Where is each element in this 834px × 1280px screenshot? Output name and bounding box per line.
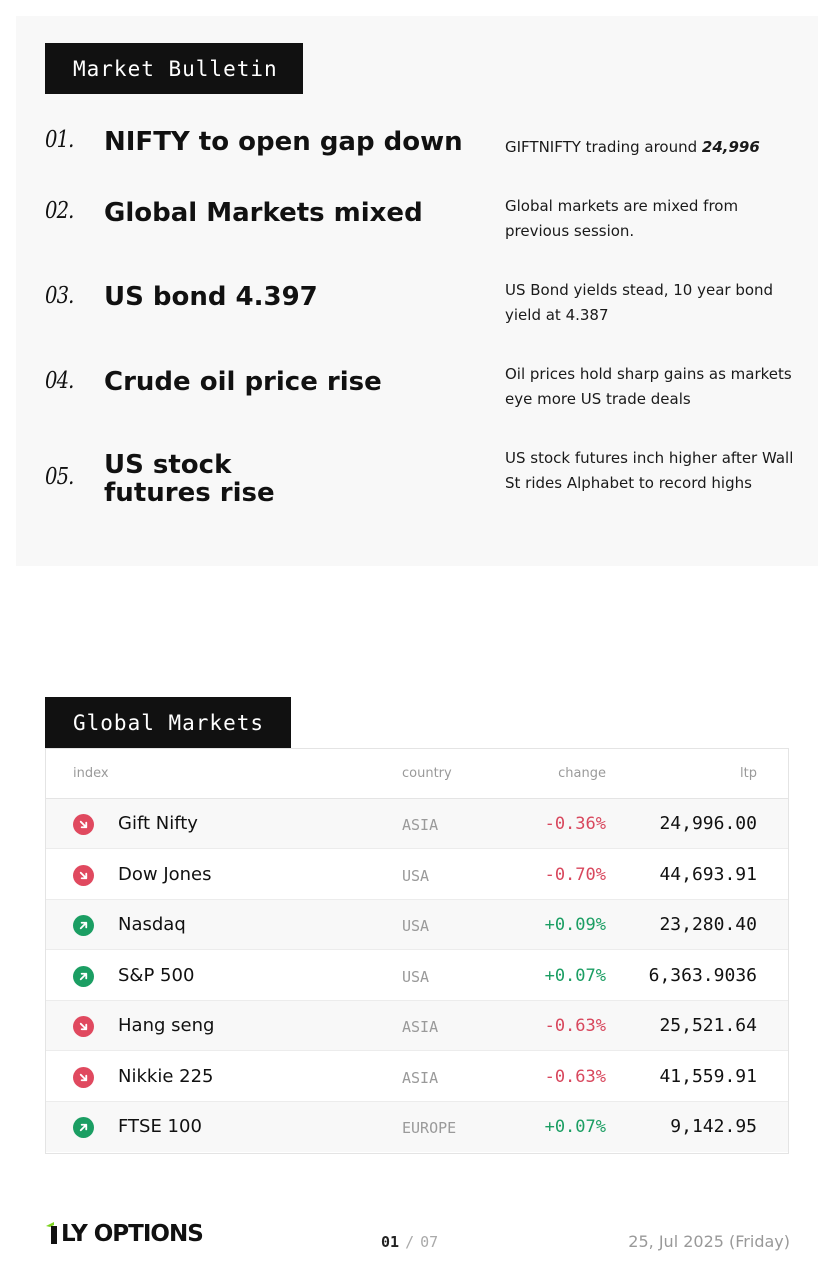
- change-value: -0.70%: [544, 864, 606, 885]
- arrow-up-right-icon: [73, 965, 94, 987]
- arrow-down-right-icon: [73, 814, 94, 835]
- bulletin-panel: [16, 16, 818, 566]
- country: ASIA: [402, 1018, 439, 1036]
- global-markets-heading: Global Markets: [45, 697, 291, 748]
- bulletin-description: US Bond yields stead, 10 year bond yield…: [505, 281, 774, 324]
- bulletin-desc-text: GIFTNIFTY trading around: [505, 138, 702, 156]
- ltp-value: 44,693.91: [659, 863, 757, 885]
- logo-text: LY OPTIONS: [61, 1221, 204, 1247]
- ltp-value: 41,559.91: [659, 1065, 757, 1087]
- bulletin-desc-value: 24,996: [701, 138, 760, 156]
- country: USA: [402, 917, 430, 935]
- bulletin-description: Oil prices hold sharp gains as markets e…: [505, 365, 792, 408]
- bulletin-number: 03.: [45, 283, 74, 309]
- bulletin-title: US stock futures rise: [104, 450, 275, 508]
- ltp-value: 6,363.9036: [648, 964, 757, 986]
- change-value: -0.63%: [544, 1016, 606, 1036]
- bulletin-title: Crude oil price rise: [104, 367, 382, 397]
- ltp-value: 9,142.95: [670, 1116, 757, 1137]
- page-indicator: 01 / 07: [381, 1233, 438, 1251]
- country: EUROPE: [402, 1119, 457, 1137]
- arrow-up-right-icon: [73, 915, 94, 936]
- index-name: Gift Nifty: [118, 813, 198, 834]
- table-row: Nasdaq USA +0.09% 23,280.40: [46, 900, 788, 950]
- page-separator: /: [405, 1233, 415, 1251]
- change-value: +0.09%: [544, 915, 606, 935]
- table-row: Dow Jones USA -0.70% 44,693.91: [46, 850, 788, 900]
- bulletin-number: 05.: [45, 464, 74, 490]
- bulletin-date: 25, Jul 2025 (Friday): [628, 1232, 790, 1251]
- ltp-value: 25,521.64: [659, 1015, 757, 1036]
- bulletin-title: Global Markets mixed: [104, 198, 423, 228]
- table-row: FTSE 100 EUROPE +0.07% 9,142.95: [46, 1102, 788, 1152]
- global-markets-label: Global Markets: [73, 710, 265, 735]
- index-name: Dow Jones: [118, 863, 212, 885]
- table-row: Nikkie 225 ASIA -0.63% 41,559.91: [46, 1052, 788, 1102]
- index-name: Nikkie 225: [118, 1065, 214, 1087]
- index-name: Nasdaq: [118, 914, 186, 935]
- arrow-down-right-icon: [73, 864, 94, 886]
- country: USA: [402, 866, 430, 885]
- bulletin-title: US bond 4.397: [104, 282, 318, 312]
- arrow-up-right-icon: [73, 1117, 94, 1138]
- bulletin-description: Global markets are mixed from previous s…: [505, 197, 739, 240]
- bulletin-number: 01.: [45, 127, 74, 153]
- ltp-value: 24,996.00: [659, 813, 757, 834]
- global-markets-table: index country change ltp Gift Nifty ASIA -…: [45, 748, 789, 1154]
- bulletin-number: 04.: [45, 368, 74, 394]
- arrow-down-right-icon: [73, 1016, 94, 1037]
- page-total: 07: [420, 1233, 439, 1251]
- country: ASIA: [402, 816, 439, 834]
- ltp-value: 23,280.40: [659, 914, 757, 935]
- table-row: S&P 500 USA +0.07% 6,363.9036: [46, 951, 788, 1001]
- header-country: country: [402, 766, 452, 781]
- country: ASIA: [402, 1068, 439, 1087]
- bulletin-description: GIFTNIFTY trading around 24,996: [505, 135, 805, 160]
- change-value: -0.36%: [544, 814, 606, 834]
- table-row: Gift Nifty ASIA -0.36% 24,996.00: [46, 799, 788, 849]
- country: USA: [402, 967, 430, 986]
- page-current: 01: [381, 1233, 400, 1251]
- header-index: index: [73, 766, 109, 781]
- change-value: +0.07%: [544, 1117, 606, 1137]
- table-header: index country change ltp: [46, 749, 788, 799]
- bulletin-title: NIFTY to open gap down: [104, 127, 463, 157]
- index-name: S&P 500: [118, 964, 195, 986]
- bulletin-number: 02.: [45, 198, 74, 224]
- header-change: change: [558, 766, 606, 781]
- index-name: FTSE 100: [118, 1116, 202, 1137]
- header-ltp: ltp: [740, 766, 757, 781]
- arrow-down-right-icon: [73, 1066, 94, 1088]
- market-bulletin-heading: Market Bulletin: [45, 43, 303, 94]
- change-value: +0.07%: [544, 965, 606, 986]
- brand-logo: LY OPTIONS: [45, 1219, 204, 1249]
- change-value: -0.63%: [544, 1066, 606, 1087]
- logo-mark-icon: [45, 1222, 59, 1246]
- table-row: Hang seng ASIA -0.63% 25,521.64: [46, 1001, 788, 1051]
- market-bulletin-label: Market Bulletin: [73, 56, 278, 81]
- index-name: Hang seng: [118, 1015, 215, 1036]
- bulletin-description: US stock futures inch higher after Wall …: [505, 449, 794, 492]
